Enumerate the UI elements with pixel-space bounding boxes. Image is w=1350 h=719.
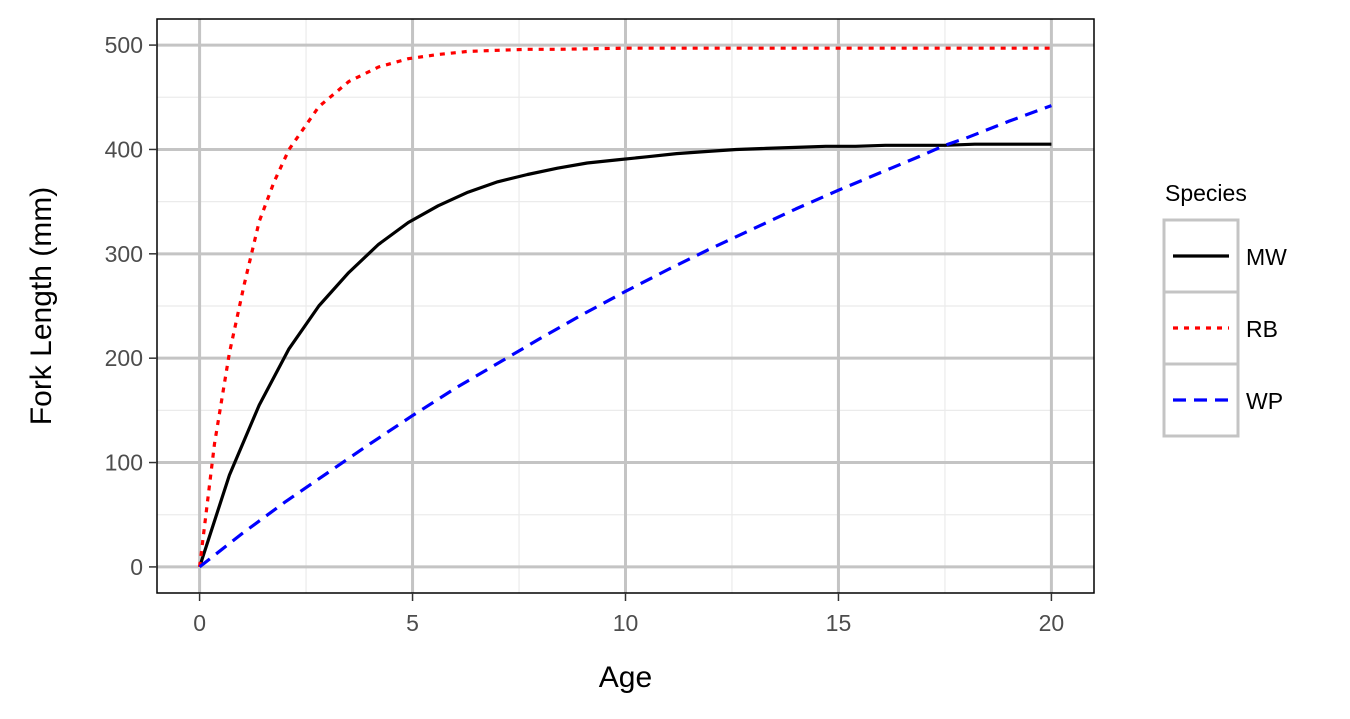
y-tick-label: 200	[105, 345, 143, 371]
x-axis-title: Age	[599, 661, 652, 694]
y-tick-label: 300	[105, 241, 143, 267]
x-tick-label: 0	[193, 610, 206, 636]
x-tick-label: 5	[406, 610, 419, 636]
x-tick-label: 20	[1039, 610, 1065, 636]
y-axis-title: Fork Length (mm)	[25, 187, 58, 425]
x-tick-label: 10	[613, 610, 639, 636]
axis-ticks	[149, 44, 1053, 601]
x-tick-label: 15	[826, 610, 852, 636]
y-tick-label: 0	[130, 554, 143, 580]
legend-items: MW RB WP	[1162, 218, 1287, 438]
series-line-wp	[198, 104, 1052, 569]
y-tick-label: 100	[105, 450, 143, 476]
legend-label-rb: RB	[1246, 316, 1278, 342]
series-lines	[198, 46, 1052, 569]
y-tick-label: 400	[105, 136, 143, 162]
legend: Species MW RB WP	[1162, 180, 1287, 438]
legend-label-wp: WP	[1246, 388, 1283, 414]
y-tick-label: 500	[105, 32, 143, 58]
legend-label-mw: MW	[1246, 244, 1287, 270]
series-line-mw	[198, 142, 1052, 568]
legend-title: Species	[1165, 180, 1247, 206]
